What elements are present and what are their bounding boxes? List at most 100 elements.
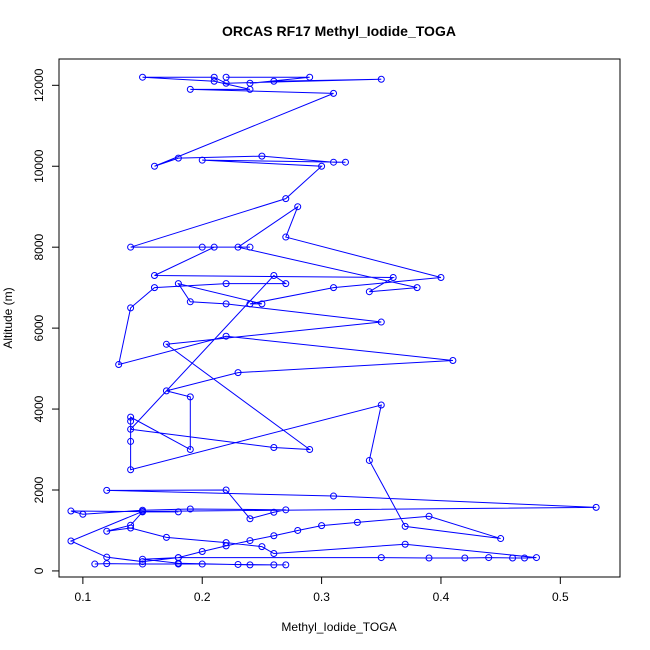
data-point — [67, 507, 75, 515]
data-point — [222, 539, 230, 547]
data-point — [330, 158, 338, 166]
data-point — [234, 243, 242, 251]
data-point — [127, 466, 135, 474]
data-point — [401, 540, 409, 548]
data-point — [91, 560, 99, 568]
plot-area — [67, 73, 600, 569]
data-point — [127, 417, 135, 425]
data-point — [377, 554, 385, 562]
data-point — [353, 518, 361, 526]
data-point — [222, 542, 230, 550]
data-point — [330, 284, 338, 292]
data-point — [150, 272, 158, 280]
data-point — [282, 195, 290, 203]
data-point — [222, 280, 230, 288]
data-point — [150, 162, 158, 170]
data-point — [186, 85, 194, 93]
data-point — [246, 79, 254, 87]
data-point — [162, 533, 170, 541]
data-point — [186, 298, 194, 306]
x-tick-label: 0.5 — [552, 590, 569, 604]
data-point — [270, 508, 278, 516]
data-point — [258, 152, 266, 160]
data-point — [270, 550, 278, 558]
data-point — [425, 554, 433, 562]
data-point — [306, 73, 314, 81]
data-point — [294, 203, 302, 211]
data-point — [270, 532, 278, 540]
data-point — [509, 554, 517, 562]
x-tick-label: 0.2 — [194, 590, 211, 604]
data-point — [103, 527, 111, 535]
data-point — [198, 243, 206, 251]
data-point — [127, 304, 135, 312]
data-point — [497, 535, 505, 543]
data-point — [365, 456, 373, 464]
data-point — [246, 537, 254, 545]
data-point — [413, 284, 421, 292]
data-point — [139, 507, 147, 515]
y-tick-label: 6000 — [32, 314, 46, 341]
data-point — [318, 162, 326, 170]
data-point — [127, 524, 135, 532]
data-point — [222, 332, 230, 340]
data-point — [103, 553, 111, 561]
data-point — [186, 446, 194, 454]
x-axis: 0.1 0.2 0.3 0.4 0.5 — [75, 576, 569, 604]
data-point — [318, 522, 326, 530]
y-tick-label: 4000 — [32, 395, 46, 422]
x-tick-label: 0.3 — [313, 590, 330, 604]
data-point — [401, 522, 409, 530]
data-point — [532, 554, 540, 562]
data-point — [282, 233, 290, 241]
data-point — [162, 340, 170, 348]
x-axis-label: Methyl_Iodide_TOGA — [281, 620, 396, 634]
y-tick-label: 8000 — [32, 234, 46, 261]
data-point — [127, 243, 135, 251]
data-point — [246, 561, 254, 569]
data-point — [330, 89, 338, 97]
data-point — [198, 548, 206, 555]
data-point — [222, 486, 230, 494]
data-point — [270, 444, 278, 451]
data-point — [115, 361, 123, 369]
data-point — [389, 274, 397, 282]
data-point — [198, 560, 206, 568]
data-point — [186, 505, 194, 513]
data-point — [246, 300, 254, 308]
y-axis-label: Altitude (m) — [1, 287, 15, 348]
data-point — [258, 300, 266, 308]
data-point — [282, 561, 290, 569]
data-point — [174, 280, 182, 288]
data-point — [186, 393, 194, 401]
data-point — [437, 274, 445, 282]
data-point — [270, 77, 278, 85]
data-point — [139, 555, 147, 563]
y-tick-label: 2000 — [32, 476, 46, 503]
data-point — [270, 272, 278, 280]
data-point — [162, 387, 170, 395]
data-point — [234, 560, 242, 568]
data-point — [294, 526, 302, 534]
data-point — [282, 280, 290, 288]
y-axis: 0 2000 4000 6000 8000 10000 12000 — [32, 68, 60, 574]
chart-title: ORCAS RF17 Methyl_Iodide_TOGA — [222, 23, 456, 39]
data-point — [365, 288, 373, 296]
x-tick-label: 0.1 — [75, 590, 92, 604]
data-point — [234, 369, 242, 377]
data-point — [139, 73, 147, 81]
data-point — [377, 318, 385, 326]
data-point — [270, 561, 278, 569]
data-point — [258, 543, 266, 551]
data-point — [377, 401, 385, 409]
data-point — [67, 537, 75, 545]
data-point — [198, 156, 206, 164]
data-point — [127, 425, 135, 433]
data-point — [79, 510, 87, 518]
data-point — [246, 515, 254, 523]
data-point — [174, 508, 182, 516]
data-point — [210, 73, 218, 81]
data-point — [210, 77, 218, 85]
data-point — [127, 521, 135, 529]
